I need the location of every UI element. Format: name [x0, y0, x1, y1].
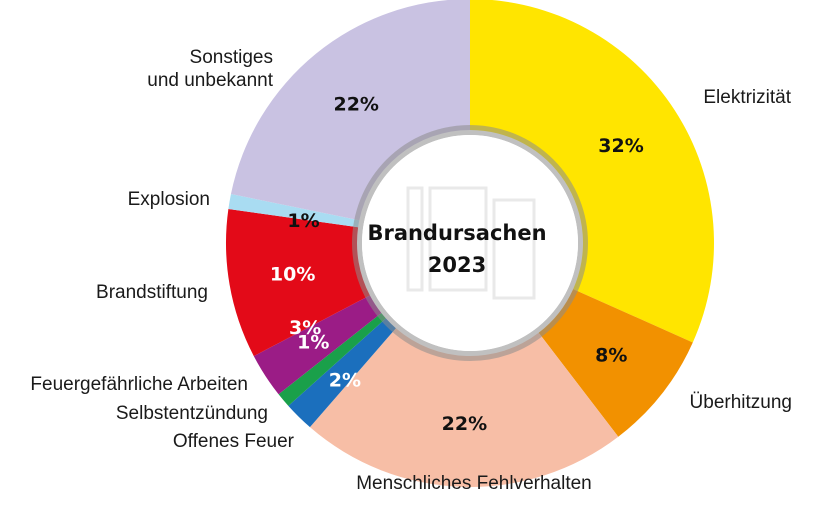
slice-7: [228, 194, 360, 228]
chart-subtitle: 2023: [428, 253, 486, 277]
value-labels-group: 32%8%22%2%1%3%10%1%22%: [270, 94, 644, 435]
slice-4: [278, 313, 386, 406]
value-label-3: 2%: [329, 369, 361, 391]
chart-title: Brandursachen: [367, 221, 546, 245]
category-label-6: Brandstiftung: [96, 282, 208, 303]
value-label-6: 10%: [270, 264, 315, 286]
value-label-1: 8%: [595, 345, 627, 367]
inner-ring: [352, 125, 588, 361]
slice-8: [230, 0, 470, 221]
category-label-1: Überhitzung: [690, 392, 792, 413]
slice-6: [226, 208, 370, 357]
category-label-8: Sonstiges und unbekannt: [147, 47, 273, 91]
category-labels-group: Elektrizität Überhitzung Menschliches Fehl…: [30, 47, 792, 494]
value-label-4: 1%: [297, 331, 329, 353]
value-label-7: 1%: [287, 210, 319, 232]
slice-1: [538, 289, 693, 437]
slice-5: [253, 295, 382, 395]
slices-group: [226, 0, 714, 487]
value-label-8: 22%: [333, 94, 378, 116]
watermark-logo: [406, 186, 536, 300]
value-label-2: 22%: [442, 413, 487, 435]
category-label-7: Explosion: [128, 189, 210, 210]
slice-0: [470, 0, 714, 343]
value-label-0: 32%: [598, 135, 643, 157]
slice-3: [288, 318, 396, 428]
category-label-4: Selbstentzündung: [116, 403, 268, 424]
category-label-3: Offenes Feuer: [173, 431, 295, 452]
slice-2: [309, 328, 619, 487]
category-label-2: Menschliches Fehlverhalten: [356, 473, 592, 494]
category-label-0: Elektrizität: [703, 87, 791, 108]
category-label-5: Feuergefährliche Arbeiten: [30, 374, 248, 395]
value-label-5: 3%: [289, 317, 321, 339]
